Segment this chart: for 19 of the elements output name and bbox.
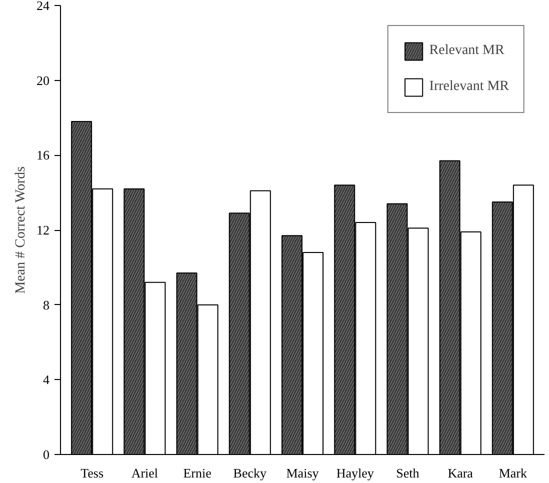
x-tick-label: Ernie [183,466,212,480]
y-tick-label: 4 [43,372,50,388]
y-tick-label: 24 [36,0,50,13]
x-tick-label: Seth [396,466,420,480]
legend-label: Relevant MR [429,43,504,59]
x-tick-label: Tess [80,466,104,480]
legend-label: Irrelevant MR [429,79,509,95]
x-tick-label: Ariel [131,466,158,480]
y-axis-title: Mean # Correct Words [14,166,28,294]
x-tick-label: Mark [498,466,528,480]
y-tick-label: 0 [43,447,50,462]
y-tick-label: 8 [43,297,50,312]
y-tick-label: 12 [36,222,50,238]
x-tick-label: Maisy [286,466,320,480]
x-tick-label: Hayley [336,466,374,480]
x-tick-label: Becky [233,466,267,480]
x-tick-label: Kara [448,466,474,480]
y-tick-label: 20 [36,72,50,88]
y-tick-label: 16 [36,148,50,163]
